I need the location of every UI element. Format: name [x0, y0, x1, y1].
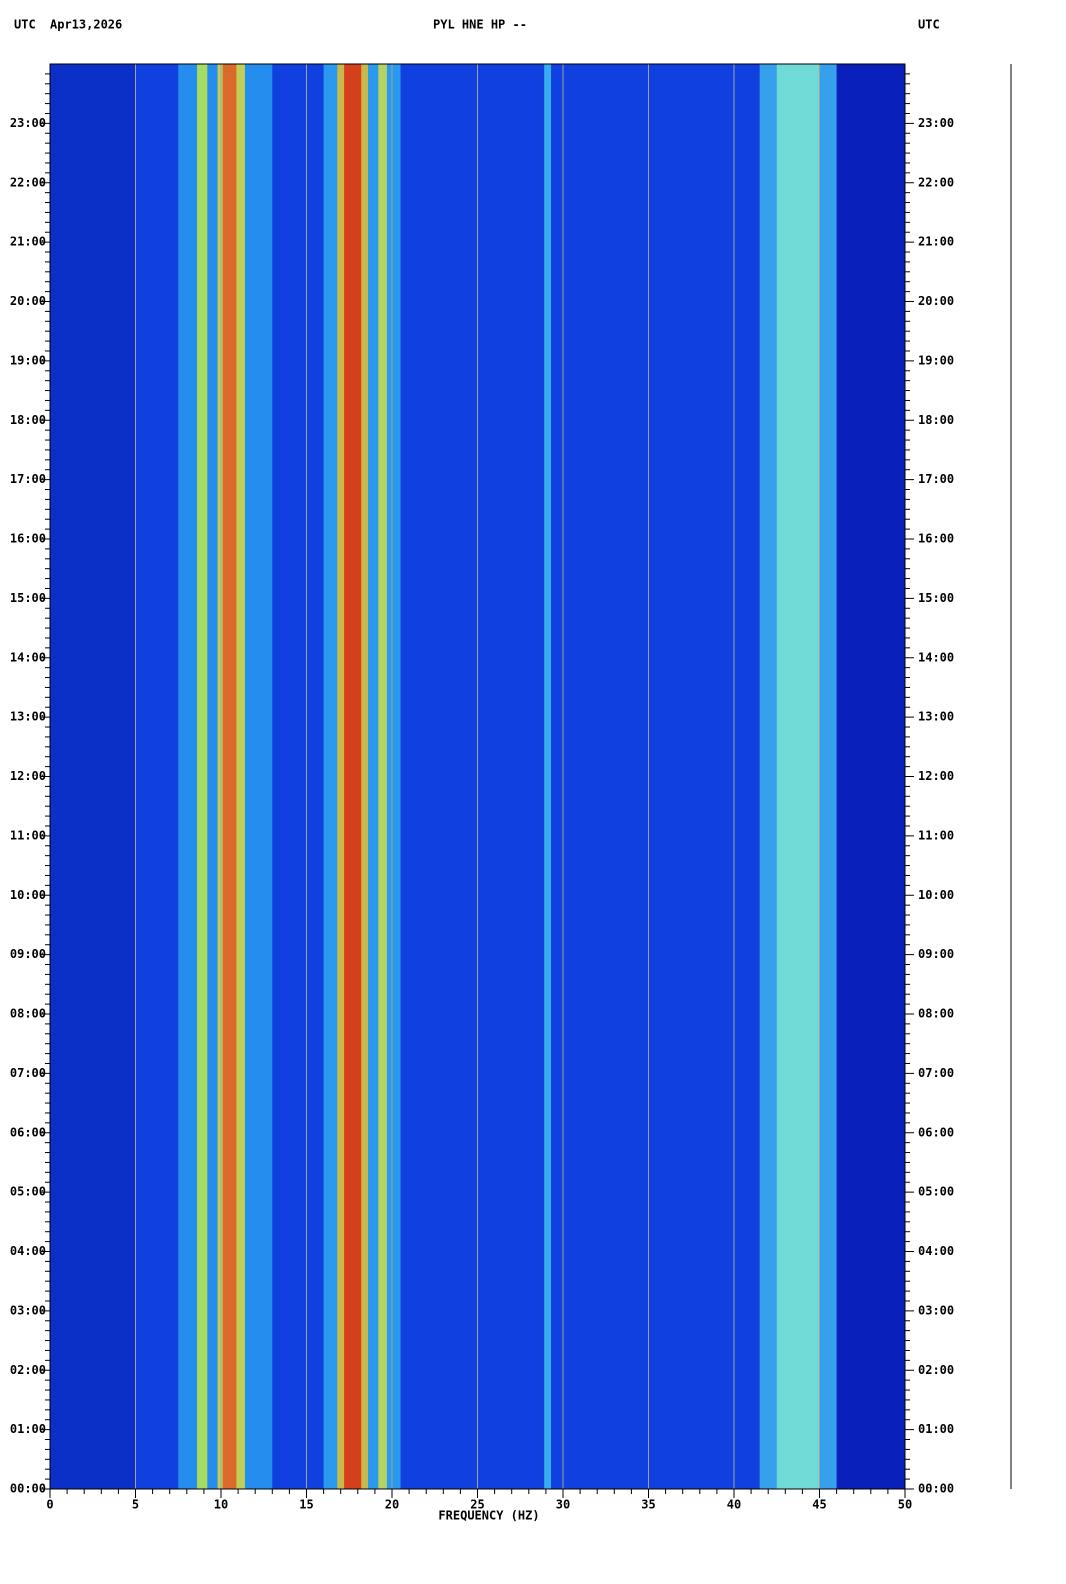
y-tick-label: 21:00: [918, 235, 954, 249]
band: [344, 64, 362, 1489]
x-tick-label: 5: [132, 1498, 139, 1512]
y-tick-label: 17:00: [918, 472, 954, 486]
y-tick-label: 23:00: [10, 116, 46, 130]
y-tick-label: 03:00: [10, 1303, 46, 1317]
x-axis-label: FREQUENCY (HZ): [438, 1509, 539, 1523]
y-tick-label: 18:00: [10, 413, 46, 427]
y-tick-label: 02:00: [10, 1363, 46, 1377]
x-tick-label: 30: [556, 1498, 570, 1512]
y-tick-label: 13:00: [10, 710, 46, 724]
y-tick-label: 05:00: [10, 1185, 46, 1199]
y-tick-label: 01:00: [10, 1422, 46, 1436]
y-tick-label: 17:00: [10, 472, 46, 486]
x-tick-label: 20: [385, 1498, 399, 1512]
y-tick-label: 14:00: [918, 650, 954, 664]
y-tick-label: 12:00: [10, 769, 46, 783]
x-tick-label: 10: [214, 1498, 228, 1512]
utc-right: UTC: [918, 18, 940, 32]
band: [222, 64, 237, 1489]
band: [544, 64, 552, 1489]
band: [50, 64, 136, 1489]
x-tick-label: 45: [812, 1498, 826, 1512]
y-tick-label: 05:00: [918, 1185, 954, 1199]
y-tick-label: 06:00: [918, 1125, 954, 1139]
band: [776, 64, 820, 1489]
x-tick-label: 40: [727, 1498, 741, 1512]
y-tick-label: 08:00: [10, 1007, 46, 1021]
y-tick-label: 20:00: [10, 294, 46, 308]
y-tick-label: 15:00: [10, 591, 46, 605]
y-tick-label: 18:00: [918, 413, 954, 427]
y-tick-label: 13:00: [918, 710, 954, 724]
utc-left: UTC: [14, 18, 36, 32]
y-tick-label: 08:00: [918, 1007, 954, 1021]
x-tick-label: 15: [299, 1498, 313, 1512]
y-tick-label: 22:00: [918, 175, 954, 189]
y-tick-label: 21:00: [10, 235, 46, 249]
band: [378, 64, 387, 1489]
y-tick-label: 16:00: [918, 532, 954, 546]
y-tick-label: 10:00: [918, 888, 954, 902]
y-tick-label: 19:00: [918, 353, 954, 367]
y-tick-label: 09:00: [10, 947, 46, 961]
y-tick-label: 11:00: [918, 828, 954, 842]
band: [197, 64, 208, 1489]
y-tick-label: 09:00: [918, 947, 954, 961]
y-tick-label: 02:00: [918, 1363, 954, 1377]
y-tick-label: 19:00: [10, 353, 46, 367]
x-tick-label: 0: [46, 1498, 53, 1512]
chart-title: PYL HNE HP --: [433, 18, 527, 32]
y-tick-label: 10:00: [10, 888, 46, 902]
x-tick-label: 50: [898, 1498, 912, 1512]
date: Apr13,2026: [50, 18, 122, 32]
y-tick-label: 06:00: [10, 1125, 46, 1139]
y-tick-label: 03:00: [918, 1303, 954, 1317]
y-tick-label: 12:00: [918, 769, 954, 783]
y-tick-label: 00:00: [918, 1482, 954, 1496]
y-tick-label: 15:00: [918, 591, 954, 605]
y-tick-label: 04:00: [918, 1244, 954, 1258]
y-tick-label: 22:00: [10, 175, 46, 189]
y-tick-label: 23:00: [918, 116, 954, 130]
y-tick-label: 20:00: [918, 294, 954, 308]
y-tick-label: 04:00: [10, 1244, 46, 1258]
y-tick-label: 01:00: [918, 1422, 954, 1436]
x-tick-label: 25: [470, 1498, 484, 1512]
y-tick-label: 11:00: [10, 828, 46, 842]
band: [836, 64, 905, 1489]
x-tick-label: 35: [641, 1498, 655, 1512]
y-tick-label: 16:00: [10, 532, 46, 546]
y-tick-label: 00:00: [10, 1482, 46, 1496]
y-tick-label: 07:00: [918, 1066, 954, 1080]
y-tick-label: 14:00: [10, 650, 46, 664]
y-tick-label: 07:00: [10, 1066, 46, 1080]
